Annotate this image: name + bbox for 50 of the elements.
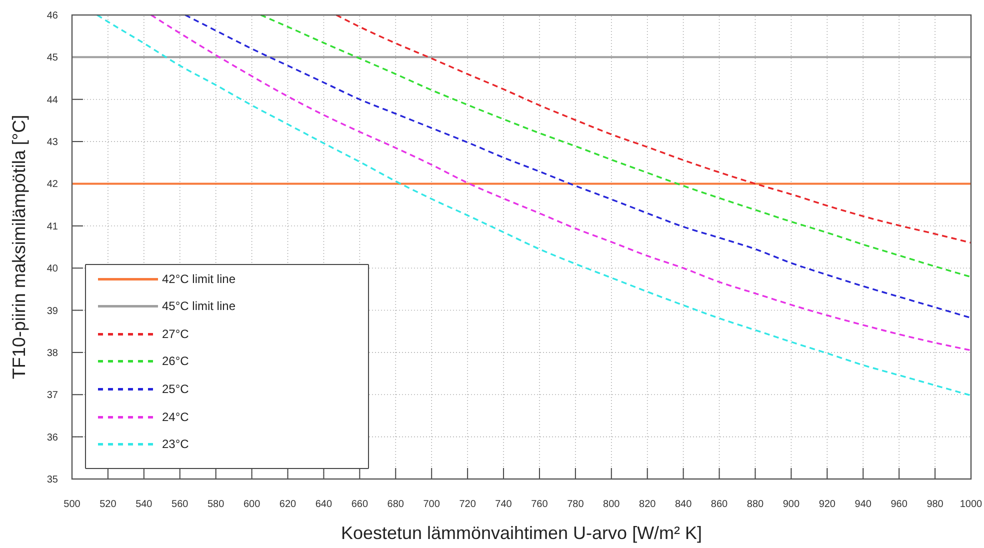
x-tick-label: 500 xyxy=(64,499,81,510)
x-tick-label: 660 xyxy=(351,499,368,510)
x-tick-label: 980 xyxy=(926,499,944,510)
x-tick-label: 1000 xyxy=(960,499,983,510)
x-tick-label: 680 xyxy=(387,499,404,510)
x-tick-label: 880 xyxy=(746,499,764,510)
legend-label: 42°C limit line xyxy=(162,272,236,286)
y-tick-label: 42 xyxy=(46,179,58,190)
y-axis-title: TF10-piirin maksimilämpötila [°C] xyxy=(9,114,29,380)
y-tick-label: 37 xyxy=(46,390,58,402)
legend-label: 26°C xyxy=(162,354,190,368)
x-tick-label: 620 xyxy=(279,499,297,510)
legend-label: 45°C limit line xyxy=(162,299,236,313)
x-tick-label: 960 xyxy=(890,499,908,510)
y-tick-label: 44 xyxy=(46,94,58,106)
y-tick-label: 46 xyxy=(46,10,58,22)
y-tick-label: 36 xyxy=(46,432,58,444)
legend-label: 27°C xyxy=(162,327,190,341)
x-tick-label: 760 xyxy=(531,499,548,510)
line-series xyxy=(96,14,971,396)
x-tick-label: 600 xyxy=(243,499,261,510)
y-tick-label: 43 xyxy=(46,137,58,148)
y-tick-label: 40 xyxy=(46,264,58,275)
x-tick-label: 820 xyxy=(639,499,656,510)
x-tick-label: 520 xyxy=(100,499,117,510)
y-tick-label: 45 xyxy=(46,52,58,64)
x-tick-label: 740 xyxy=(495,499,512,510)
y-tick-label: 35 xyxy=(46,474,58,486)
x-tick-label: 800 xyxy=(603,499,620,510)
line-series xyxy=(335,14,971,244)
y-tick-label: 38 xyxy=(46,348,58,359)
x-tick-label: 860 xyxy=(710,499,728,510)
x-tick-label: 780 xyxy=(567,499,584,510)
x-tick-label: 720 xyxy=(459,499,476,510)
x-tick-label: 920 xyxy=(818,499,836,510)
x-axis-title: Koestetun lämmönvaihtimen U-arvo [W/m² K] xyxy=(340,523,702,543)
x-tick-label: 560 xyxy=(172,499,189,510)
x-tick-label: 700 xyxy=(423,499,440,510)
x-tick-label: 900 xyxy=(782,499,800,510)
x-tick-label: 580 xyxy=(207,499,225,510)
x-tick-label: 540 xyxy=(136,499,153,510)
x-tick-label: 940 xyxy=(854,499,872,510)
y-tick-label: 41 xyxy=(46,221,58,232)
line-series xyxy=(260,14,971,278)
y-tick-label: 39 xyxy=(46,306,58,317)
legend-label: 23°C xyxy=(162,437,190,451)
legend-label: 24°C xyxy=(162,410,190,424)
x-tick-label: 840 xyxy=(674,499,692,510)
legend-label: 25°C xyxy=(162,382,190,396)
x-tick-label: 640 xyxy=(315,499,332,510)
